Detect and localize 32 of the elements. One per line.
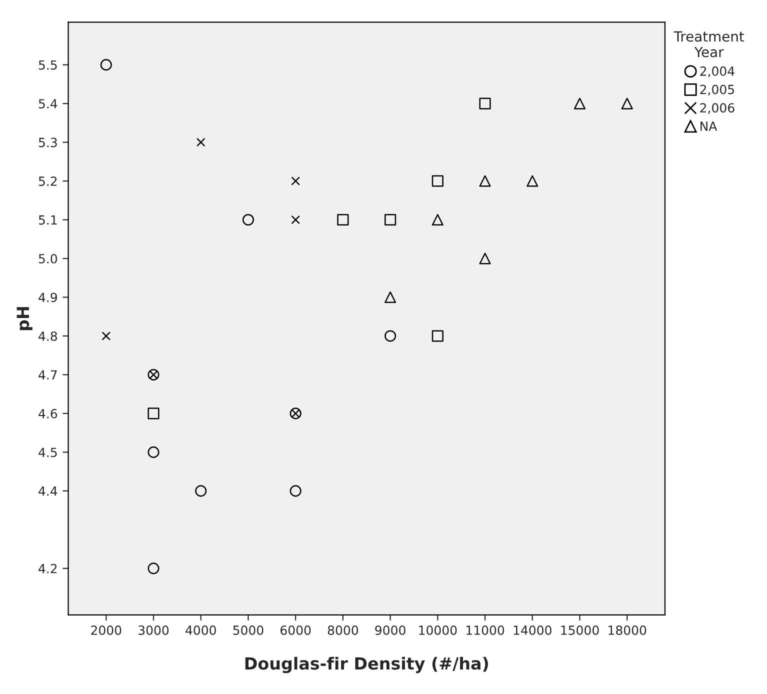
legend-title: Treatment Year [674, 31, 744, 58]
legend-label: 2,005 [700, 84, 734, 96]
x-tick-label: 11000 [466, 626, 504, 635]
y-tick-label: 5.5 [38, 60, 57, 70]
x-tick-label: 3000 [138, 626, 169, 635]
x-tick-label: 4000 [186, 626, 216, 635]
y-tick-label: 4.2 [38, 564, 57, 574]
y-tick-label: 4.8 [38, 331, 57, 341]
y-tick-label: 4.4 [38, 486, 58, 496]
y-tick-label: 5.1 [38, 215, 57, 225]
x-tick-label: 10000 [419, 626, 457, 635]
y-tick-label: 5.2 [38, 176, 57, 186]
x-tick-label: 2000 [91, 626, 122, 635]
y-tick-label: 5.3 [38, 138, 57, 148]
x-tick-label: 9000 [375, 626, 406, 635]
y-tick-label: 5.0 [38, 254, 58, 264]
x-axis-title: Douglas-fir Density (#/ha) [245, 656, 488, 674]
y-tick-label: 5.4 [38, 99, 58, 108]
x-tick-label: 8000 [328, 626, 358, 635]
x-tick-label: 18000 [608, 626, 646, 635]
y-tick-label: 4.6 [38, 408, 58, 418]
legend-label: 2,004 [700, 66, 734, 78]
legend-label: 2,006 [700, 103, 734, 114]
x-tick-label: 15000 [561, 626, 599, 635]
y-axis-title: pH [16, 307, 32, 330]
y-tick-label: 4.7 [38, 370, 57, 380]
x-tick-label: 14000 [514, 626, 552, 635]
y-tick-label: 4.5 [38, 448, 57, 458]
x-tick-label: 6000 [280, 626, 311, 635]
legend-label: NA [700, 122, 718, 131]
x-tick-label: 5000 [233, 626, 264, 635]
y-tick-label: 4.9 [38, 292, 57, 302]
